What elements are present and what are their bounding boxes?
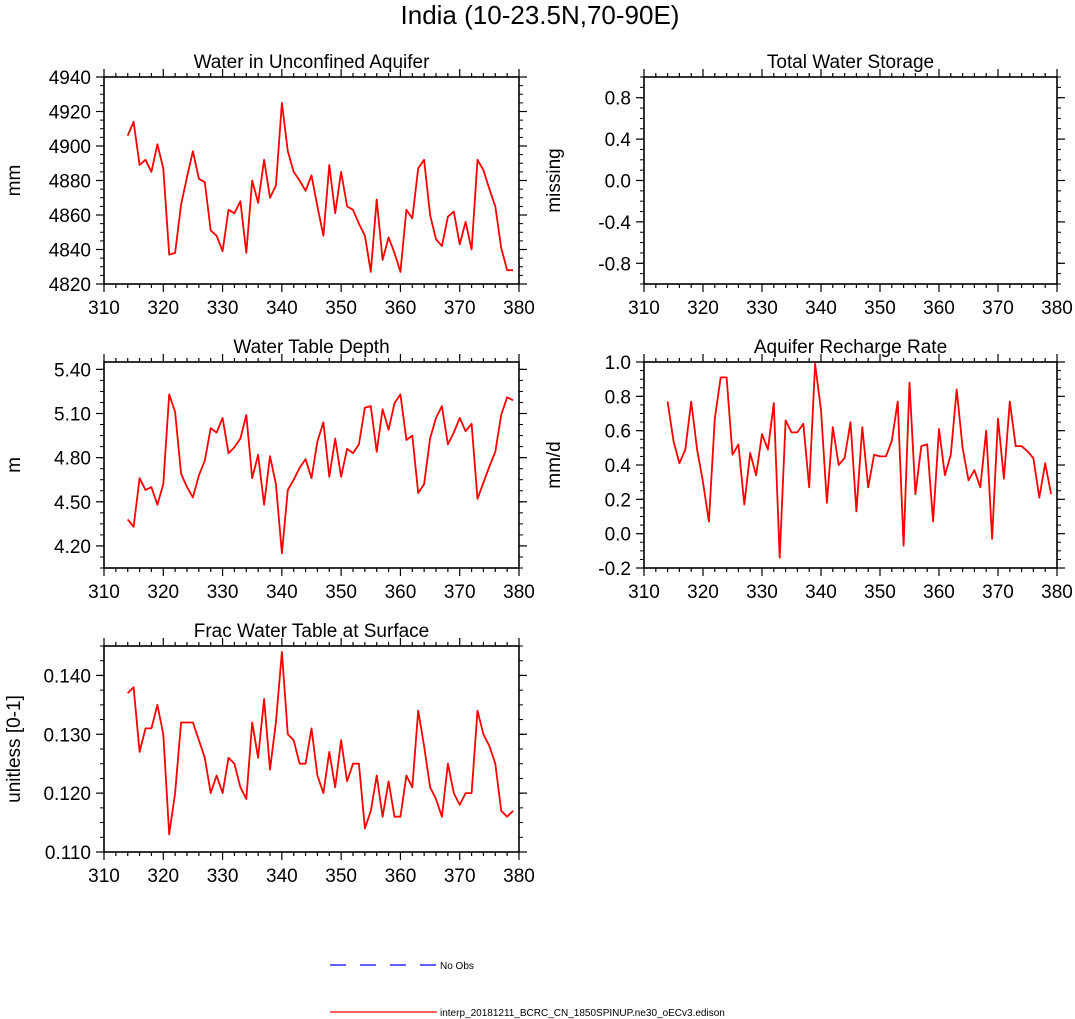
wtd-xtick-label: 340 [266, 582, 298, 603]
aquifer-xtick-label: 340 [266, 298, 298, 319]
tws-ytick-label: 0.0 [605, 172, 631, 193]
wtd-ytick-label: 4.80 [54, 449, 91, 470]
recharge-xtick-label: 340 [805, 582, 837, 603]
aquifer-title: Water in Unconfined Aquifer [194, 52, 431, 73]
aquifer-ylabel: mm [4, 165, 25, 197]
fracwt-ytick-label: 0.110 [45, 843, 91, 864]
tws-ytick-label: 0.4 [605, 130, 632, 151]
panels: Water in Unconfined Aquifer mm 310 320 330 34… [4, 52, 1073, 887]
aquifer-ytick-label: 4940 [49, 68, 91, 89]
aquifer-xtick-label: 370 [444, 298, 476, 319]
aquifer-panel: Water in Unconfined Aquifer mm 310 320 330 34… [4, 52, 535, 319]
fracwt-ytick-label: 0.120 [43, 784, 91, 805]
aquifer-ytick-label: 4920 [49, 103, 91, 124]
tws-ytick-label: -0.4 [598, 213, 631, 234]
recharge-ytick-label: 0.2 [605, 490, 631, 511]
figure-title: India (10-23.5N,70-90E) [401, 0, 680, 30]
fracwt-xtick-label: 380 [503, 866, 535, 887]
aquifer-ytick-label: 4880 [49, 172, 91, 193]
fracwt-xtick-label: 350 [325, 866, 357, 887]
recharge-ytick-label: 0.4 [605, 456, 632, 477]
aquifer-xtick-label: 350 [325, 298, 357, 319]
fracwt-xtick-label: 330 [207, 866, 239, 887]
tws-xtick-label: 310 [628, 298, 660, 319]
wtd-xtick-label: 320 [147, 582, 179, 603]
tws-ytick-label: -0.8 [598, 254, 631, 275]
wtd-ylabel: m [4, 457, 25, 473]
recharge-ytick-label: 0.8 [605, 387, 631, 408]
tws-xtick-label: 340 [805, 298, 837, 319]
aquifer-xtick-label: 380 [503, 298, 535, 319]
recharge-panel: Aquifer Recharge Rate mm/d 310 320 330 340 350… [544, 337, 1073, 603]
wtd-xtick-label: 360 [385, 582, 417, 603]
wtd-ytick-label: 4.20 [54, 537, 91, 558]
legend: No Obs interp_20181211_BCRC_CN_1850SPINU… [330, 961, 725, 1019]
wtd-ytick-label: 5.40 [54, 360, 91, 381]
wtd-panel: Water Table Depth m 310 320 330 340 350 360 370 3… [4, 337, 535, 603]
fracwt-xtick-label: 370 [444, 866, 476, 887]
aquifer-ytick-label: 4820 [49, 275, 91, 296]
fracwt-ylabel: unitless [0-1] [4, 695, 25, 803]
aquifer-ytick-label: 4840 [49, 241, 91, 262]
wtd-series-line [126, 393, 514, 555]
recharge-xtick-label: 320 [687, 582, 719, 603]
tws-xtick-label: 380 [1041, 298, 1073, 319]
tws-frame [643, 76, 1058, 285]
tws-title: Total Water Storage [767, 52, 934, 73]
tws-ylabel: missing [544, 148, 565, 212]
aquifer-ytick-label: 4900 [49, 137, 91, 158]
legend-model-label: interp_20181211_BCRC_CN_1850SPINUP.ne30_… [440, 1008, 725, 1019]
recharge-title: Aquifer Recharge Rate [754, 337, 947, 358]
recharge-xtick-label: 380 [1041, 582, 1073, 603]
tws-xtick-label: 370 [982, 298, 1014, 319]
wtd-xtick-label: 350 [325, 582, 357, 603]
fracwt-title: Frac Water Table at Surface [194, 621, 430, 642]
aquifer-xtick-label: 360 [385, 298, 417, 319]
wtd-xtick-label: 310 [88, 582, 120, 603]
wtd-xtick-label: 380 [503, 582, 535, 603]
aquifer-xtick-label: 320 [147, 298, 179, 319]
aquifer-xtick-label: 310 [88, 298, 120, 319]
fracwt-series-line [127, 651, 514, 836]
tws-ytick-label: 0.8 [605, 89, 631, 110]
wtd-ytick-label: 4.50 [54, 493, 91, 514]
fracwt-panel: Frac Water Table at Surface unitless [0-1… [4, 621, 535, 887]
tws-panel: Total Water Storage missing 310 320 330 340 35… [544, 52, 1073, 319]
fracwt-xtick-label: 320 [147, 866, 179, 887]
recharge-ytick-label: 0.0 [605, 525, 631, 546]
tws-xtick-label: 330 [746, 298, 778, 319]
recharge-xtick-label: 360 [923, 582, 955, 603]
recharge-xtick-label: 330 [746, 582, 778, 603]
fracwt-ytick-label: 0.140 [43, 666, 91, 687]
recharge-ytick-label: 1.0 [605, 353, 631, 374]
wtd-ytick-label: 5.10 [54, 405, 91, 426]
wtd-frame [103, 361, 520, 569]
tws-xtick-label: 350 [864, 298, 896, 319]
recharge-xtick-label: 310 [628, 582, 660, 603]
recharge-ytick-label: -0.2 [598, 559, 631, 580]
tws-xtick-label: 360 [923, 298, 955, 319]
wtd-title: Water Table Depth [233, 337, 389, 358]
aquifer-xtick-label: 330 [207, 298, 239, 319]
fracwt-xtick-label: 310 [88, 866, 120, 887]
aquifer-series-line [126, 102, 514, 273]
recharge-ylabel: mm/d [544, 441, 565, 489]
wtd-xtick-label: 330 [207, 582, 239, 603]
fracwt-xtick-label: 360 [385, 866, 417, 887]
wtd-xtick-label: 370 [444, 582, 476, 603]
fracwt-ytick-label: 0.130 [43, 725, 91, 746]
recharge-series-line [666, 362, 1052, 559]
recharge-xtick-label: 370 [982, 582, 1014, 603]
tws-xtick-label: 320 [687, 298, 719, 319]
recharge-xtick-label: 350 [864, 582, 896, 603]
aquifer-ytick-label: 4860 [49, 206, 91, 227]
aquifer-frame [103, 76, 520, 285]
fracwt-xtick-label: 340 [266, 866, 298, 887]
fracwt-frame [103, 645, 520, 853]
recharge-ytick-label: 0.6 [605, 422, 631, 443]
legend-obs-label: No Obs [440, 961, 474, 972]
